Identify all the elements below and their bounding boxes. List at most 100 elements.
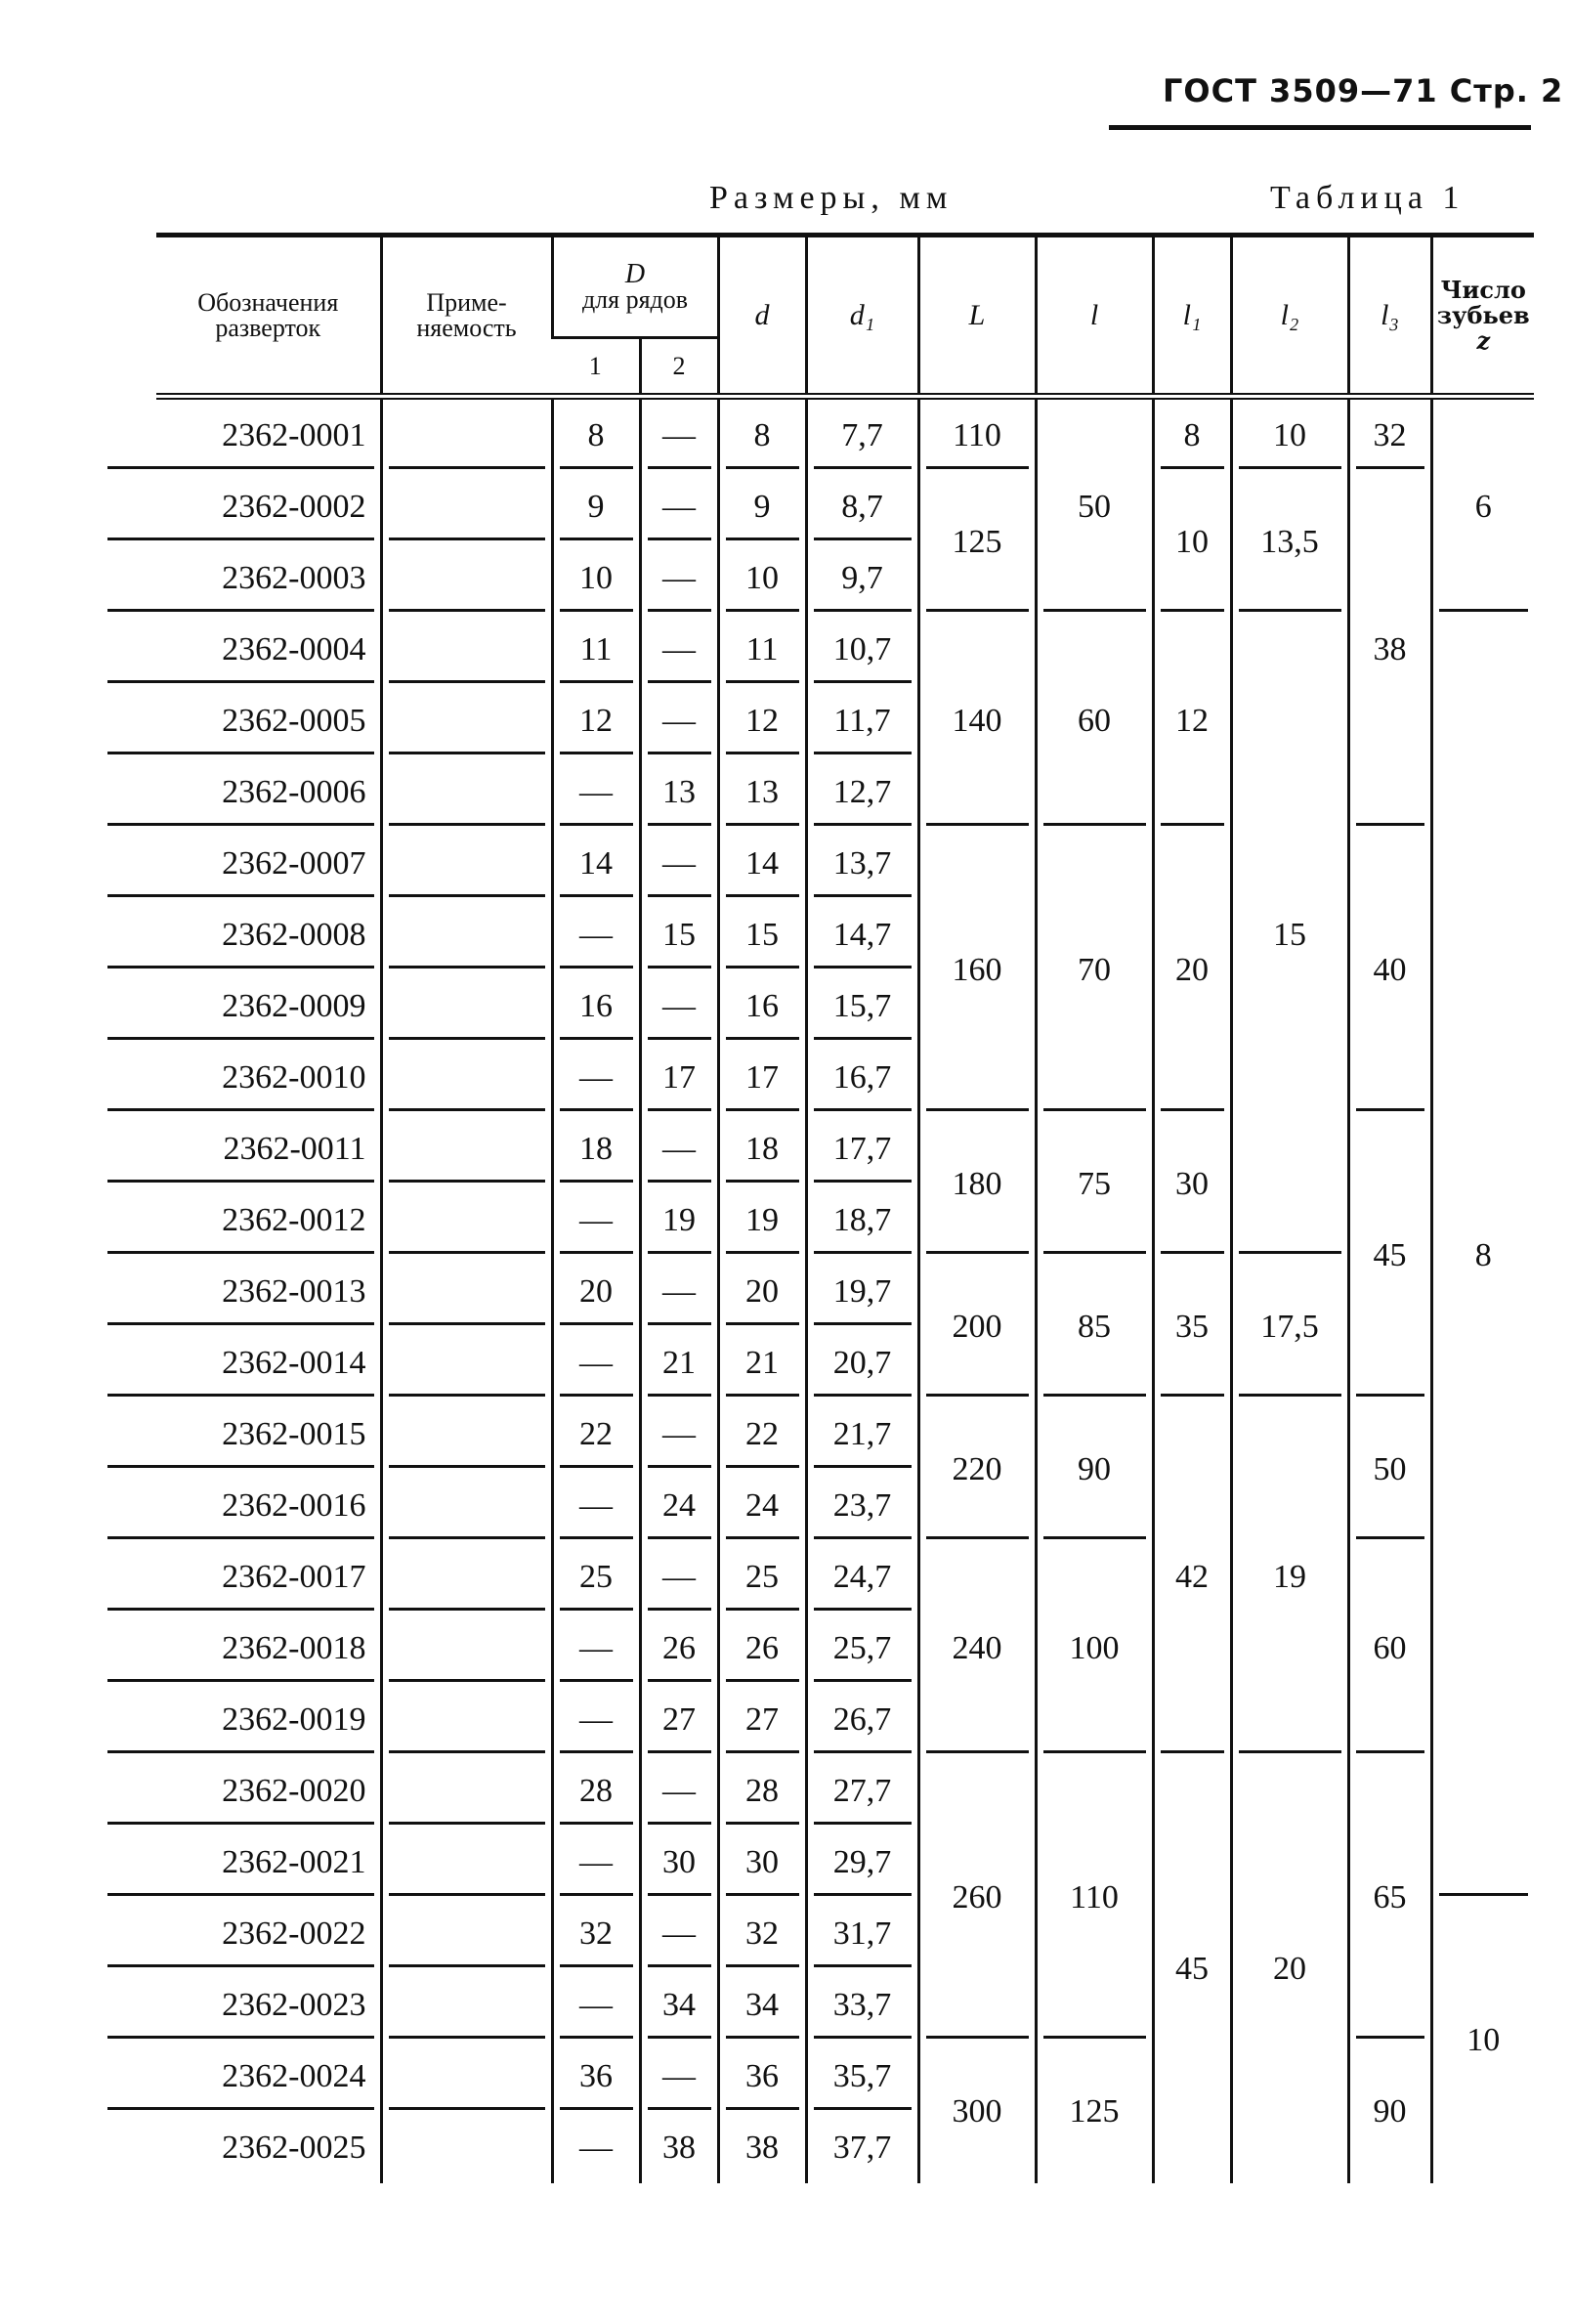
L-cell: 240 xyxy=(916,1541,1037,1755)
applicability-cell xyxy=(379,1898,552,1969)
designation-cell: 2362-0008 xyxy=(107,899,381,970)
D-row2-cell: — xyxy=(638,542,719,614)
d1-cell: 8,7 xyxy=(804,471,919,542)
d-cell: 8 xyxy=(716,396,807,471)
table-row: 2362-0001 8—8 7,7 110 50 8 10 32 6 xyxy=(107,396,1535,614)
d1-cell: 31,7 xyxy=(804,1898,919,1969)
D-row2-cell: 26 xyxy=(638,1613,719,1684)
d-cell: 13 xyxy=(716,756,807,828)
designation-cell: 2362-0021 xyxy=(107,1827,381,1898)
l2-cell: 19 xyxy=(1229,1399,1349,1755)
d1-cell: 15,7 xyxy=(804,970,919,1042)
D-row1-cell: 12 xyxy=(550,685,640,756)
table-row: 2362-0017 25—25 24,7 240 100 60 xyxy=(107,1541,1534,1755)
d-cell: 25 xyxy=(716,1541,807,1613)
table-row: 2362-0018—26 26 25,7 xyxy=(107,1613,1534,1684)
z-cell: 8 xyxy=(1429,614,1535,1898)
applicability-cell xyxy=(379,1969,552,2041)
d-cell: 36 xyxy=(716,2041,807,2112)
l3-cell: 40 xyxy=(1346,828,1432,1113)
table-row: 2362-0007 14—14 13,7 160 70 20 40 xyxy=(107,828,1534,1113)
l-cell: 90 xyxy=(1034,1399,1154,1541)
teeth-symbol: z xyxy=(1476,325,1491,355)
designation-cell: 2362-0024 xyxy=(107,2041,381,2112)
z-cell: 6 xyxy=(1429,396,1535,614)
d1-cell: 26,7 xyxy=(804,1684,919,1755)
l-cell: 70 xyxy=(1034,828,1154,1113)
l1-cell: 30 xyxy=(1151,1113,1232,1256)
applicability-cell xyxy=(379,2112,552,2183)
d-cell: 9 xyxy=(716,471,807,542)
table-row: 2362-0012—19 19 18,7 xyxy=(107,1184,1534,1256)
l3-cell: 38 xyxy=(1346,471,1432,828)
header-rule xyxy=(1109,125,1531,130)
d1-cell: 29,7 xyxy=(804,1827,919,1898)
applicability-cell xyxy=(379,2041,552,2112)
table-row: 2362-0025—38 38 37,7 xyxy=(156,2112,1534,2183)
applicability-cell xyxy=(379,1184,552,1256)
table-row: 2362-0003 10—10 9,7 xyxy=(107,542,1534,614)
l1-cell: 8 xyxy=(1151,396,1232,471)
document-header-gost: ГОСТ 3509—71 Стр. 2 xyxy=(1163,72,1564,109)
applicability-cell xyxy=(379,471,552,542)
d-cell: 38 xyxy=(716,2112,807,2183)
applicability-cell xyxy=(379,542,552,614)
applicability-cell xyxy=(379,1755,552,1827)
designation-cell: 2362-0006 xyxy=(107,756,381,828)
d-cell: 12 xyxy=(716,685,807,756)
D-row2-cell: 21 xyxy=(638,1327,719,1399)
D-row1-cell: — xyxy=(550,1613,640,1684)
D-row1-cell: — xyxy=(550,2112,640,2183)
D-row1-cell: 20 xyxy=(550,1256,640,1327)
designation-cell: 2362-0018 xyxy=(107,1613,381,1684)
D-row1-cell: — xyxy=(550,1470,640,1541)
designation-cell: 2362-0016 xyxy=(107,1470,381,1541)
designation-cell: 2362-0014 xyxy=(107,1327,381,1399)
table-row: 2362-0021—30 30 29,7 xyxy=(107,1827,1534,1898)
applicability-cell xyxy=(379,970,552,1042)
teeth-title: Число зубьев xyxy=(1436,275,1530,329)
D-row1-cell: 10 xyxy=(550,542,640,614)
l-cell: 50 xyxy=(1034,396,1154,614)
l-cell: 85 xyxy=(1034,1256,1154,1399)
designation-cell: 2362-0023 xyxy=(107,1969,381,2041)
L-cell: 125 xyxy=(916,471,1037,614)
applicability-cell xyxy=(379,614,552,685)
l-cell: 110 xyxy=(1034,1755,1154,2041)
d-cell: 18 xyxy=(716,1113,807,1184)
D-symbol: D xyxy=(624,258,646,289)
d-cell: 32 xyxy=(716,1898,807,1969)
d-cell: 28 xyxy=(716,1755,807,1827)
l1-cell: 42 xyxy=(1151,1399,1232,1755)
l-cell: 75 xyxy=(1034,1113,1154,1256)
col-header-d: d xyxy=(716,235,807,397)
d1-cell: 10,7 xyxy=(804,614,919,685)
d-cell: 17 xyxy=(716,1042,807,1113)
l2-cell: 13,5 xyxy=(1229,471,1349,614)
D-row2-cell: — xyxy=(638,2041,719,2112)
table-row: 2362-0009 16—16 15,7 xyxy=(107,970,1534,1042)
d1-cell: 37,7 xyxy=(804,2112,919,2183)
designation-cell: 2362-0007 xyxy=(107,828,381,899)
col-header-D-row2: 2 xyxy=(638,336,719,397)
d1-cell: 24,7 xyxy=(804,1541,919,1613)
D-row2-cell: — xyxy=(638,1898,719,1969)
table-row: 2362-0024 36—36 35,7 300 125 90 xyxy=(107,2041,1534,2183)
d1-cell: 16,7 xyxy=(804,1042,919,1113)
D-row1-cell: — xyxy=(550,1327,640,1399)
d1-cell: 12,7 xyxy=(804,756,919,828)
L-cell: 300 xyxy=(916,2041,1037,2183)
table-row: 2362-0019—27 27 26,7 xyxy=(107,1684,1534,1755)
D-row1-cell: 16 xyxy=(550,970,640,1042)
designation-cell: 2362-0022 xyxy=(107,1898,381,1969)
d1-cell: 19,7 xyxy=(804,1256,919,1327)
designation-cell: 2362-0017 xyxy=(107,1541,381,1613)
col-header-l: l xyxy=(1034,235,1154,397)
designation-cell: 2362-0013 xyxy=(107,1256,381,1327)
D-row2-cell: — xyxy=(638,1256,719,1327)
D-row2-cell: — xyxy=(638,614,719,685)
l3-cell: 32 xyxy=(1346,396,1432,471)
D-row1-cell: — xyxy=(550,1042,640,1113)
l3-cell: 90 xyxy=(1346,2041,1432,2183)
